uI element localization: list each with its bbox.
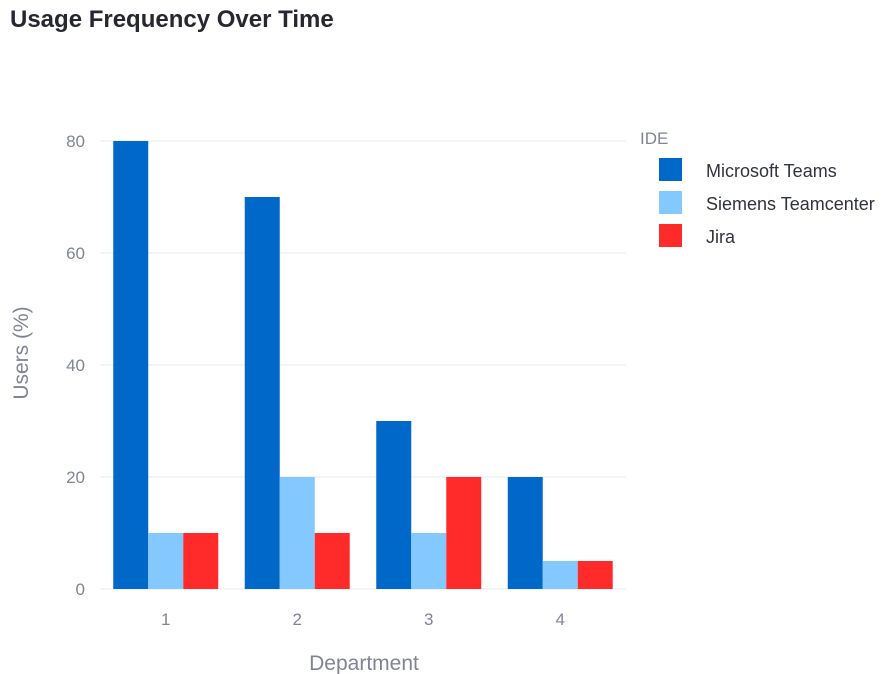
y-tick-label: 40 <box>66 356 85 375</box>
legend-item-label: Jira <box>706 227 736 247</box>
bar-jira-dept-1 <box>183 533 219 589</box>
x-tick-label: 4 <box>556 610 565 629</box>
bar-jira-dept-4 <box>577 561 613 589</box>
legend-swatch <box>659 158 682 181</box>
legend-item-label: Microsoft Teams <box>706 161 837 181</box>
bar-siemens-teamcenter-dept-2 <box>279 477 315 589</box>
bar-siemens-teamcenter-dept-3 <box>411 533 447 589</box>
x-axis-title: Department <box>309 652 419 674</box>
legend: IDE Microsoft Teams Siemens Teamcenter Jir… <box>640 129 875 247</box>
bar-jira-dept-2 <box>314 533 350 589</box>
legend-title: IDE <box>640 129 668 148</box>
legend-item-label: Siemens Teamcenter <box>706 194 875 214</box>
bar-microsoft-teams-dept-3 <box>376 421 412 589</box>
bar-microsoft-teams-dept-4 <box>507 477 543 589</box>
y-tick-label: 80 <box>66 132 85 151</box>
bars <box>113 141 613 589</box>
gridlines <box>100 140 626 590</box>
x-tick-label: 3 <box>424 610 433 629</box>
legend-swatch <box>659 224 682 247</box>
y-axis-ticks: 0 20 40 60 80 <box>66 132 85 599</box>
x-axis-ticks: 1 2 3 4 <box>161 610 565 629</box>
bar-microsoft-teams-dept-1 <box>113 141 149 589</box>
bar-siemens-teamcenter-dept-4 <box>542 561 578 589</box>
chart-title: Usage Frequency Over Time <box>10 6 334 33</box>
bar-jira-dept-3 <box>446 477 482 589</box>
x-tick-label: 1 <box>161 610 170 629</box>
y-tick-label: 60 <box>66 244 85 263</box>
x-tick-label: 2 <box>293 610 302 629</box>
y-tick-label: 20 <box>66 468 85 487</box>
bar-siemens-teamcenter-dept-1 <box>148 533 184 589</box>
y-tick-label: 0 <box>76 580 85 599</box>
bar-microsoft-teams-dept-2 <box>244 197 280 589</box>
y-axis-title: Users (%) <box>10 306 33 399</box>
legend-swatch <box>659 191 682 214</box>
